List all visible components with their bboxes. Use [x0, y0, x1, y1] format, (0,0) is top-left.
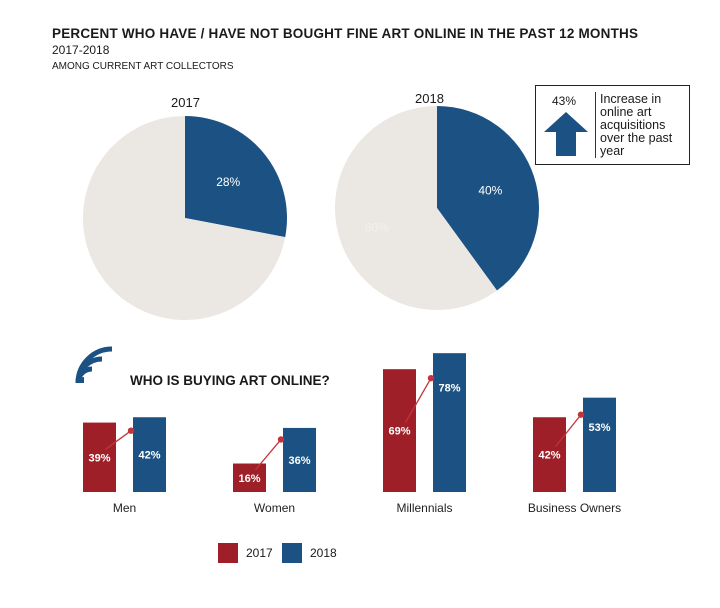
bar-label-2017-1: 16% — [238, 473, 260, 485]
category-label-1: Women — [254, 501, 295, 515]
pie-2018-title: 2018 — [415, 91, 444, 106]
chart-title: PERCENT WHO HAVE / HAVE NOT BOUGHT FINE … — [52, 26, 639, 41]
legend-item-2017: 2017 — [218, 543, 273, 563]
bar-2018-women — [283, 427, 316, 492]
legend-item-2018: 2018 — [282, 543, 337, 563]
category-label-3: Business Owners — [528, 501, 621, 515]
bar-2018-millennials — [433, 353, 466, 492]
up-arrow-icon — [544, 112, 588, 156]
pie-2017-title: 2017 — [171, 95, 200, 110]
pie-2018-label-0: 40% — [478, 184, 502, 198]
bar-label-2018-2: 78% — [438, 383, 460, 395]
pie-2017-slice-0 — [185, 116, 287, 238]
callout-box: 43% Increase in online art acquisitions … — [535, 85, 690, 165]
bar-2018-men — [133, 417, 166, 492]
callout-value: 43% — [552, 94, 577, 108]
bar-2017-men — [83, 422, 116, 492]
bar-2017-women — [233, 463, 266, 492]
bar-label-2017-0: 39% — [88, 452, 110, 464]
section-title: WHO IS BUYING ART ONLINE? — [130, 373, 330, 388]
legend-swatch-2018 — [282, 543, 302, 563]
callout-divider — [595, 92, 596, 158]
trend-dot-0 — [127, 427, 135, 434]
trend-line-1 — [255, 439, 282, 471]
bar-2017-millennials — [383, 369, 416, 492]
legend-label-2017: 2017 — [246, 546, 273, 560]
bar-label-2018-1: 36% — [288, 455, 310, 467]
bar-label-2017-3: 42% — [538, 450, 560, 462]
trend-line-3 — [554, 414, 582, 448]
legend-label-2018: 2018 — [310, 546, 337, 560]
category-label-2: Millennials — [396, 501, 452, 515]
pie-2017-slice-1 — [82, 116, 286, 320]
pie-2018-slice-0 — [437, 105, 540, 291]
pie-2017-label-0: 28% — [216, 175, 240, 189]
trend-line-0 — [105, 430, 132, 450]
pie-2018-slice-1 — [335, 106, 497, 310]
wifi-signal-icon — [75, 346, 113, 384]
callout-text: Increase in online art acquisitions over… — [600, 92, 673, 158]
trend-dot-3 — [577, 411, 585, 418]
pie-2018-label-1: 60% — [365, 221, 389, 235]
trend-dot-2 — [427, 374, 435, 382]
bar-2017-business-owners — [533, 417, 566, 492]
chart-note: AMONG CURRENT ART COLLECTORS — [52, 61, 234, 72]
trend-line-2 — [404, 377, 432, 423]
category-label-0: Men — [113, 501, 136, 515]
chart-subtitle: 2017-2018 — [52, 43, 110, 57]
trend-dot-1 — [277, 436, 285, 443]
bar-label-2018-3: 53% — [588, 422, 610, 434]
legend-swatch-2017 — [218, 543, 238, 563]
bar-label-2017-2: 69% — [388, 426, 410, 438]
bar-2018-business-owners — [583, 397, 616, 492]
bar-label-2018-0: 42% — [138, 450, 160, 462]
